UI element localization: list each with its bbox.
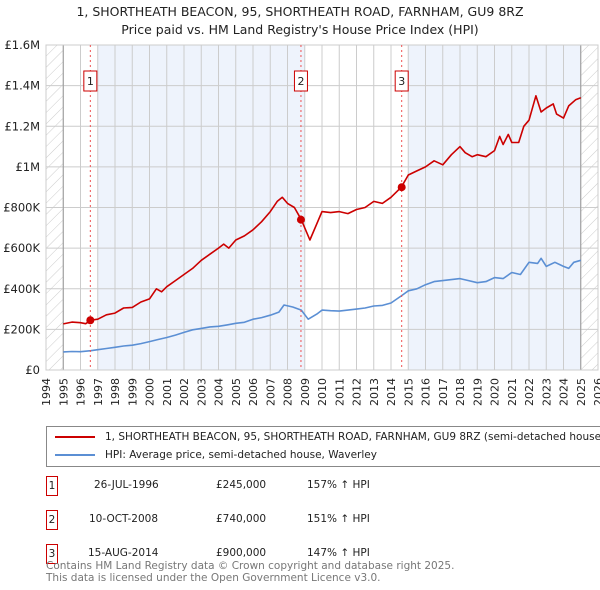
x-tick-label: 2003 — [195, 378, 208, 406]
x-tick-label: 2005 — [230, 378, 243, 406]
sale-marker-box — [83, 70, 98, 92]
x-tick-label: 2002 — [178, 378, 191, 406]
transaction-number: 1 — [46, 476, 58, 496]
transaction-price: £740,000 — [216, 513, 267, 525]
x-tick-label: 1997 — [92, 378, 105, 406]
sale-point — [296, 215, 305, 224]
price-chart: 1994 1995 1996 1997 1998 1999 2000 2001 2002 2003… — [3, 38, 600, 406]
x-tick-label: 2024 — [558, 378, 571, 406]
footer-copyright: Contains HM Land Registry data © Crown c… — [46, 560, 455, 572]
hpi-line — [63, 257, 582, 353]
transaction-hpi: 147% ↑ HPI — [307, 547, 370, 559]
y-tick-label: £800K — [3, 201, 40, 215]
x-tick-label: 2022 — [523, 378, 536, 406]
x-tick-label: 2023 — [540, 378, 553, 406]
y-tick-label: £1.4M — [4, 79, 40, 93]
transaction-price: £245,000 — [216, 479, 267, 491]
transaction-date: 15-AUG-2014 — [88, 547, 159, 559]
chart-legend: 1, SHORTHEATH BEACON, 95, SHORTHEATH ROA… — [46, 426, 600, 467]
x-tick-label: 2019 — [471, 378, 484, 406]
legend-item-hpi: HPI: Average price, semi-detached house,… — [55, 449, 377, 461]
legend-item-property: 1, SHORTHEATH BEACON, 95, SHORTHEATH ROA… — [55, 431, 600, 443]
transaction-row: 1 26-JUL-1996 £245,000 157% ↑ HPI — [46, 476, 466, 496]
legend-swatch-red — [55, 436, 95, 438]
x-tick-label: 2008 — [282, 378, 295, 406]
x-tick-label: 1994 — [40, 378, 53, 406]
x-tick-label: 1999 — [126, 378, 139, 406]
transaction-row: 3 15-AUG-2014 £900,000 147% ↑ HPI — [46, 544, 466, 564]
x-tick-label: 2006 — [247, 378, 260, 406]
x-tick-label: 2011 — [333, 378, 346, 406]
transaction-hpi: 151% ↑ HPI — [307, 513, 370, 525]
x-tick-label: 1998 — [109, 378, 122, 406]
x-tick-label: 2015 — [402, 378, 415, 406]
y-tick-label: £1M — [15, 160, 40, 174]
x-tick-label: 1995 — [57, 378, 70, 406]
x-tick-label: 2000 — [144, 378, 157, 406]
sale-marker-label: 1 — [87, 75, 94, 88]
x-tick-label: 1996 — [75, 378, 88, 406]
legend-label: 1, SHORTHEATH BEACON, 95, SHORTHEATH ROA… — [105, 431, 600, 443]
x-tick-label: 2014 — [385, 378, 398, 406]
transaction-number: 3 — [46, 544, 58, 564]
x-tick-label: 2007 — [264, 378, 277, 406]
footer-licence: This data is licensed under the Open Gov… — [46, 572, 381, 584]
x-tick-label: 2021 — [506, 378, 519, 406]
y-tick-label: £200K — [3, 322, 40, 336]
x-tick-label: 2016 — [420, 378, 433, 406]
sale-marker-label: 2 — [297, 75, 304, 88]
y-tick-label: £600K — [3, 241, 40, 255]
x-tick-label: 2013 — [368, 378, 381, 406]
sale-marker-box — [293, 70, 308, 92]
x-tick-label: 2017 — [437, 378, 450, 406]
plot-frame — [45, 44, 599, 371]
legend-label: HPI: Average price, semi-detached house,… — [105, 449, 377, 461]
transaction-row: 2 10-OCT-2008 £740,000 151% ↑ HPI — [46, 510, 466, 530]
chart-title: 1, SHORTHEATH BEACON, 95, SHORTHEATH ROA… — [76, 4, 524, 19]
x-tick-label: 2020 — [489, 378, 502, 406]
transaction-date: 26-JUL-1996 — [94, 479, 159, 491]
x-tick-label: 2010 — [316, 378, 329, 406]
x-tick-label: 2025 — [575, 378, 588, 406]
x-tick-label: 2001 — [161, 378, 174, 406]
x-tick-label: 2009 — [299, 378, 312, 406]
transaction-date: 10-OCT-2008 — [89, 513, 158, 525]
chart-subtitle: Price paid vs. HM Land Registry's House … — [121, 22, 479, 37]
sale-marker-label: 3 — [398, 75, 405, 88]
sale-marker-box — [394, 70, 409, 92]
x-tick-label: 2004 — [213, 378, 226, 406]
sale-point — [86, 316, 95, 325]
x-tick-label: 2026 — [592, 378, 600, 406]
y-tick-label: £1.6M — [4, 38, 40, 52]
transaction-hpi: 157% ↑ HPI — [307, 479, 370, 491]
property-price-line — [63, 95, 582, 325]
transaction-price: £900,000 — [216, 547, 267, 559]
legend-swatch-blue — [55, 454, 95, 456]
y-tick-label: £1.2M — [4, 119, 40, 133]
y-tick-label: £400K — [3, 282, 40, 296]
sale-point — [397, 183, 406, 192]
y-tick-label: £0 — [25, 363, 40, 377]
x-tick-label: 2018 — [454, 378, 467, 406]
transaction-number: 2 — [46, 510, 58, 530]
x-tick-label: 2012 — [351, 378, 364, 406]
